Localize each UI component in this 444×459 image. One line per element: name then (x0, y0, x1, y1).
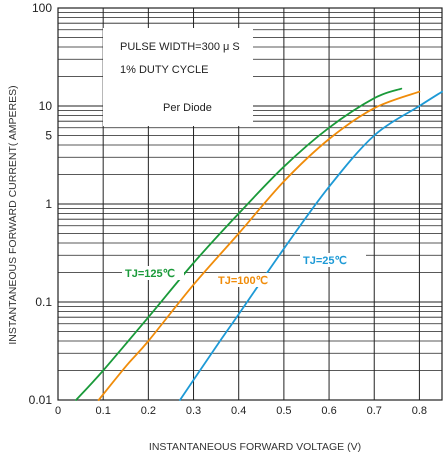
series-label-background (215, 273, 277, 287)
y-axis-title: INSTANTANEOUS FORWARD CURRENT( AMPERES) (7, 85, 19, 344)
plot-frame (57, 7, 443, 401)
y-tick-label: 10 (39, 99, 53, 113)
series-label-background (122, 266, 184, 280)
series-lines (75, 87, 443, 401)
annotation-box: PULSE WIDTH=300 μ S 1% DUTY CYCLE Per Diod… (103, 28, 253, 126)
x-tick-label: 0.1 (96, 405, 111, 417)
x-tick-label: 0.2 (141, 405, 156, 417)
series-label-background (300, 253, 366, 267)
series-label-1: TJ=100℃ (218, 275, 268, 287)
series-label-2: TJ=25℃ (303, 255, 347, 267)
series-labels: TJ=125℃ TJ=100℃ TJ=25℃ (122, 253, 366, 287)
y-tick-label: 0.01 (29, 393, 53, 407)
x-tick-label: 0.3 (186, 405, 201, 417)
x-tick-label: 0.4 (231, 405, 246, 417)
series-line-1 (97, 90, 421, 401)
y-tick-labels: 100 10 5 1 0.1 0.01 (29, 1, 53, 407)
annotation-per-diode: Per Diode (163, 102, 212, 114)
y-tick-label: 5 (45, 129, 52, 143)
x-tick-label: 0.5 (276, 405, 291, 417)
x-tick-label: 0.6 (321, 405, 336, 417)
x-axis-title: INSTANTANEOUS FORWARD VOLTAGE (V) (149, 441, 361, 453)
annotation-pulse-width: PULSE WIDTH=300 μ S (120, 41, 240, 53)
series-line-0 (75, 87, 403, 401)
x-tick-label: 0.8 (412, 405, 427, 417)
y-tick-label: 1 (45, 197, 52, 211)
annotation-background (103, 28, 253, 126)
y-tick-label: 100 (32, 1, 52, 15)
x-tick-labels: 0 0.1 0.2 0.3 0.4 0.5 0.6 0.7 0.8 (55, 405, 427, 417)
series-line-2 (179, 90, 443, 401)
x-tick-label: 0.7 (367, 405, 382, 417)
y-tick-label: 0.1 (35, 295, 52, 309)
plot-area (57, 7, 443, 401)
x-tick-label: 0 (55, 405, 61, 417)
annotation-duty-cycle: 1% DUTY CYCLE (120, 64, 208, 76)
series-label-0: TJ=125℃ (125, 268, 175, 280)
